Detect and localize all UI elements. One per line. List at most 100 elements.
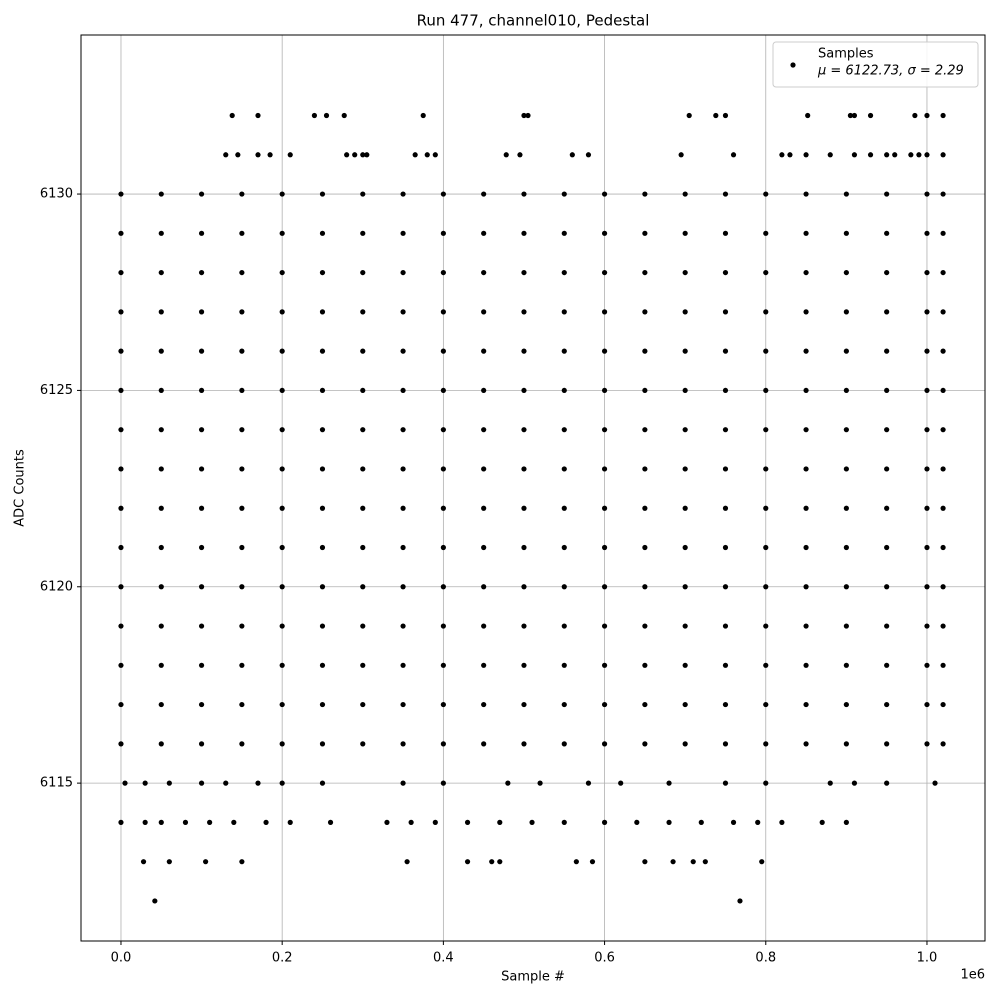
point [843, 819, 849, 825]
point [118, 544, 124, 551]
point [601, 701, 608, 708]
point [198, 505, 205, 511]
point [805, 112, 811, 119]
point [940, 427, 946, 433]
point [884, 309, 890, 315]
point [601, 584, 608, 590]
point [730, 819, 737, 825]
point [924, 623, 930, 629]
point [239, 623, 245, 629]
point [763, 387, 769, 394]
point [924, 112, 930, 119]
point [642, 466, 648, 472]
point [763, 466, 769, 472]
legend-box [772, 41, 979, 88]
x-tick-label: 0.0 [111, 951, 132, 966]
point [682, 269, 688, 276]
point [279, 701, 285, 708]
point [722, 701, 729, 708]
point [400, 269, 406, 276]
point [940, 387, 946, 394]
point [223, 780, 229, 786]
point [198, 623, 205, 629]
point [601, 741, 608, 747]
point [803, 505, 809, 511]
point [722, 348, 729, 354]
point [440, 309, 446, 315]
point [601, 623, 608, 629]
point [239, 544, 245, 551]
point [722, 112, 729, 119]
point [803, 309, 809, 315]
point [537, 780, 543, 786]
point [722, 780, 729, 786]
point [239, 191, 245, 197]
point [198, 780, 205, 786]
point [118, 466, 124, 472]
point [360, 623, 366, 629]
point [759, 859, 765, 865]
point [198, 191, 205, 197]
point [940, 230, 946, 236]
point [843, 230, 849, 236]
point [360, 152, 366, 158]
point [682, 466, 688, 472]
point [924, 230, 930, 236]
point [884, 505, 890, 511]
point [682, 544, 688, 551]
point [360, 505, 366, 511]
point [561, 309, 567, 315]
plot-frame [80, 34, 986, 942]
point [229, 112, 235, 119]
point [722, 230, 729, 236]
point [400, 466, 406, 472]
point [521, 505, 527, 511]
y-tick-label: 6120 [40, 579, 73, 594]
point [940, 466, 946, 472]
point [287, 819, 293, 825]
point [763, 348, 769, 354]
point [884, 387, 890, 394]
point [642, 859, 648, 865]
point [263, 819, 269, 825]
point [884, 623, 890, 629]
point [517, 152, 523, 158]
point [481, 701, 487, 708]
point [279, 191, 285, 197]
point [843, 348, 849, 354]
point [819, 819, 825, 825]
point [400, 191, 406, 197]
point [118, 230, 124, 236]
point [763, 427, 769, 433]
point [198, 387, 205, 394]
point [940, 505, 946, 511]
point [763, 584, 769, 590]
point [267, 152, 273, 158]
point [682, 505, 688, 511]
point [763, 701, 769, 708]
point [763, 505, 769, 511]
point [803, 427, 809, 433]
point [140, 859, 147, 865]
point [319, 544, 326, 551]
y-tick-label: 6125 [40, 383, 73, 398]
point [198, 230, 205, 236]
point [158, 505, 164, 511]
point [682, 348, 688, 354]
point [118, 623, 124, 629]
point [198, 741, 205, 747]
point [239, 505, 245, 511]
point [884, 269, 890, 276]
point [440, 191, 446, 197]
point [763, 269, 769, 276]
point [255, 112, 261, 119]
point [682, 662, 688, 668]
point [323, 112, 330, 119]
point [505, 780, 511, 786]
point [686, 112, 692, 119]
point [618, 780, 624, 786]
point [440, 230, 446, 236]
point [601, 662, 608, 668]
point [843, 662, 849, 668]
